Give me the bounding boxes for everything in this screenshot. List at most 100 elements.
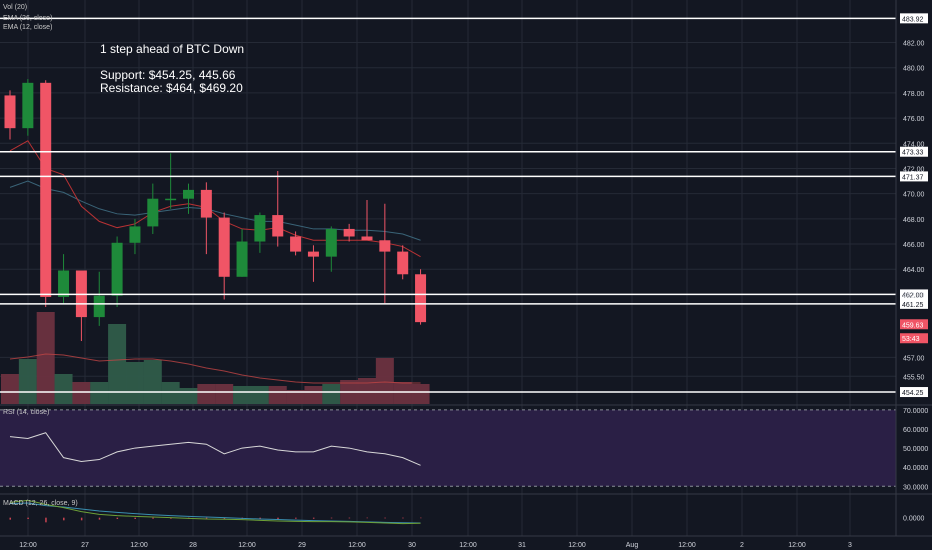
volume-bar — [125, 362, 144, 404]
y-tick-label: 468.00 — [903, 217, 925, 224]
x-tick-label: 12:00 — [19, 542, 37, 549]
volume-bar — [375, 358, 394, 404]
candle-body — [40, 82, 52, 297]
annotation-resistance: Resistance: $464, $469.20 — [100, 81, 243, 95]
y-tick-label: 472.00 — [903, 166, 925, 173]
annotation-support: Support: $454.25, 445.66 — [100, 68, 236, 82]
macd-tick-label: 0.0000 — [903, 516, 925, 523]
macd-histogram-bar — [27, 517, 29, 519]
rsi-tick-label: 40.0000 — [903, 465, 928, 472]
candle-body — [361, 236, 373, 241]
ema-12-line — [9, 140, 421, 258]
macd-histogram-bar — [9, 517, 11, 520]
x-tick-label: 12:00 — [568, 542, 586, 549]
x-tick-label: 27 — [81, 542, 89, 549]
macd-histogram-bar — [98, 517, 101, 520]
candle-body — [272, 215, 284, 237]
macd-histogram-bar — [312, 517, 315, 519]
level-tag — [900, 289, 928, 300]
y-tick-label: 470.00 — [903, 192, 925, 199]
macd-histogram-bar — [402, 517, 404, 519]
macd-pane — [9, 499, 422, 525]
macd-line — [9, 499, 421, 525]
level-tag-label: 461.25 — [902, 302, 924, 309]
volume-bar — [108, 324, 127, 404]
y-tick-label: 455.50 — [903, 374, 925, 381]
price-tag-label: 459.63 — [902, 322, 924, 329]
x-tick-label: 30 — [408, 542, 416, 549]
ema-12-indicator-label[interactable]: EMA (12, close) — [3, 24, 53, 31]
y-tick-label: 457.00 — [903, 355, 925, 362]
rsi-pane — [0, 409, 896, 487]
x-tick-label: 31 — [518, 542, 526, 549]
x-tick-label: 12:00 — [238, 542, 256, 549]
volume-bar — [233, 386, 252, 404]
volume-bar — [54, 374, 73, 404]
price-tag — [900, 319, 928, 330]
candle-body — [93, 295, 105, 318]
candle-body — [200, 189, 212, 218]
candle-body — [343, 228, 355, 237]
candle-body — [236, 241, 248, 277]
volume-bar — [268, 386, 287, 404]
price-tag — [900, 333, 928, 344]
candle-body — [129, 226, 141, 243]
horizontal-levels[interactable]: 483.92 473.33 471.37 462.00 461.25 454.25 459.… — [0, 13, 928, 398]
rsi-indicator-label[interactable]: RSI (14, close) — [3, 409, 50, 416]
y-tick-label: 482.00 — [903, 41, 925, 48]
y-tick-label: 478.00 — [903, 91, 925, 98]
x-tick-label: 12:00 — [459, 542, 477, 549]
text-annotation[interactable]: 1 step ahead of BTC Down Support: $454.2… — [100, 43, 244, 139]
volume-bar — [161, 382, 180, 404]
vol-indicator-label[interactable]: Vol (20) — [3, 4, 28, 11]
volume-bar — [358, 378, 376, 404]
level-tag-label: 462.00 — [902, 292, 924, 299]
candle-body — [4, 95, 16, 129]
macd-histogram-bar — [80, 517, 83, 521]
level-tag — [900, 13, 928, 24]
level-tag — [900, 298, 928, 309]
macd-histogram-bar — [152, 517, 154, 519]
y-tick-label: 474.00 — [903, 141, 925, 148]
level-tag-label: 454.25 — [902, 390, 924, 397]
y-tick-label: 462.00 — [903, 292, 925, 299]
macd-histogram-bar — [170, 517, 172, 519]
volume-bar — [411, 384, 430, 404]
macd-histogram-bar — [295, 517, 297, 519]
x-tick-label: 2 — [740, 542, 744, 549]
macd-histogram-bar — [330, 517, 333, 519]
rsi-tick-label: 70.0000 — [903, 408, 928, 415]
volume-ma-line — [9, 353, 421, 384]
macd-histogram-bar — [134, 517, 136, 519]
ema-26-indicator-label[interactable]: EMA (26, close) — [3, 15, 53, 22]
volume-bar — [215, 384, 234, 404]
volume-bar — [90, 382, 109, 404]
candle-body — [22, 82, 34, 129]
x-tick-label: Aug — [626, 542, 639, 549]
macd-histogram-bar — [63, 517, 65, 521]
candle-body — [290, 236, 302, 252]
volume-bar — [179, 388, 198, 404]
rsi-tick-label: 60.0000 — [903, 427, 928, 434]
candle-body — [325, 228, 337, 257]
rsi-band — [0, 409, 896, 487]
volume-bar — [197, 384, 216, 404]
volume-bar — [18, 359, 37, 404]
macd-indicator-label[interactable]: MACD (12, 26, close, 9) — [3, 500, 78, 507]
rsi-line — [9, 432, 421, 466]
candle-body — [111, 242, 123, 296]
candles[interactable] — [4, 79, 427, 342]
y-tick-label: 480.00 — [903, 66, 925, 73]
level-tag-label: 473.33 — [902, 150, 924, 157]
candle-body — [58, 270, 70, 297]
candle-body — [183, 189, 194, 199]
macd-histogram-bar — [420, 517, 422, 519]
candle-body — [147, 198, 159, 227]
candle-body — [165, 198, 177, 201]
volume-bar — [143, 360, 162, 404]
candle-body — [218, 217, 230, 277]
macd-histogram-bar — [277, 517, 279, 519]
y-tick-label: 466.00 — [903, 242, 925, 249]
macd-signal-line — [9, 502, 421, 524]
